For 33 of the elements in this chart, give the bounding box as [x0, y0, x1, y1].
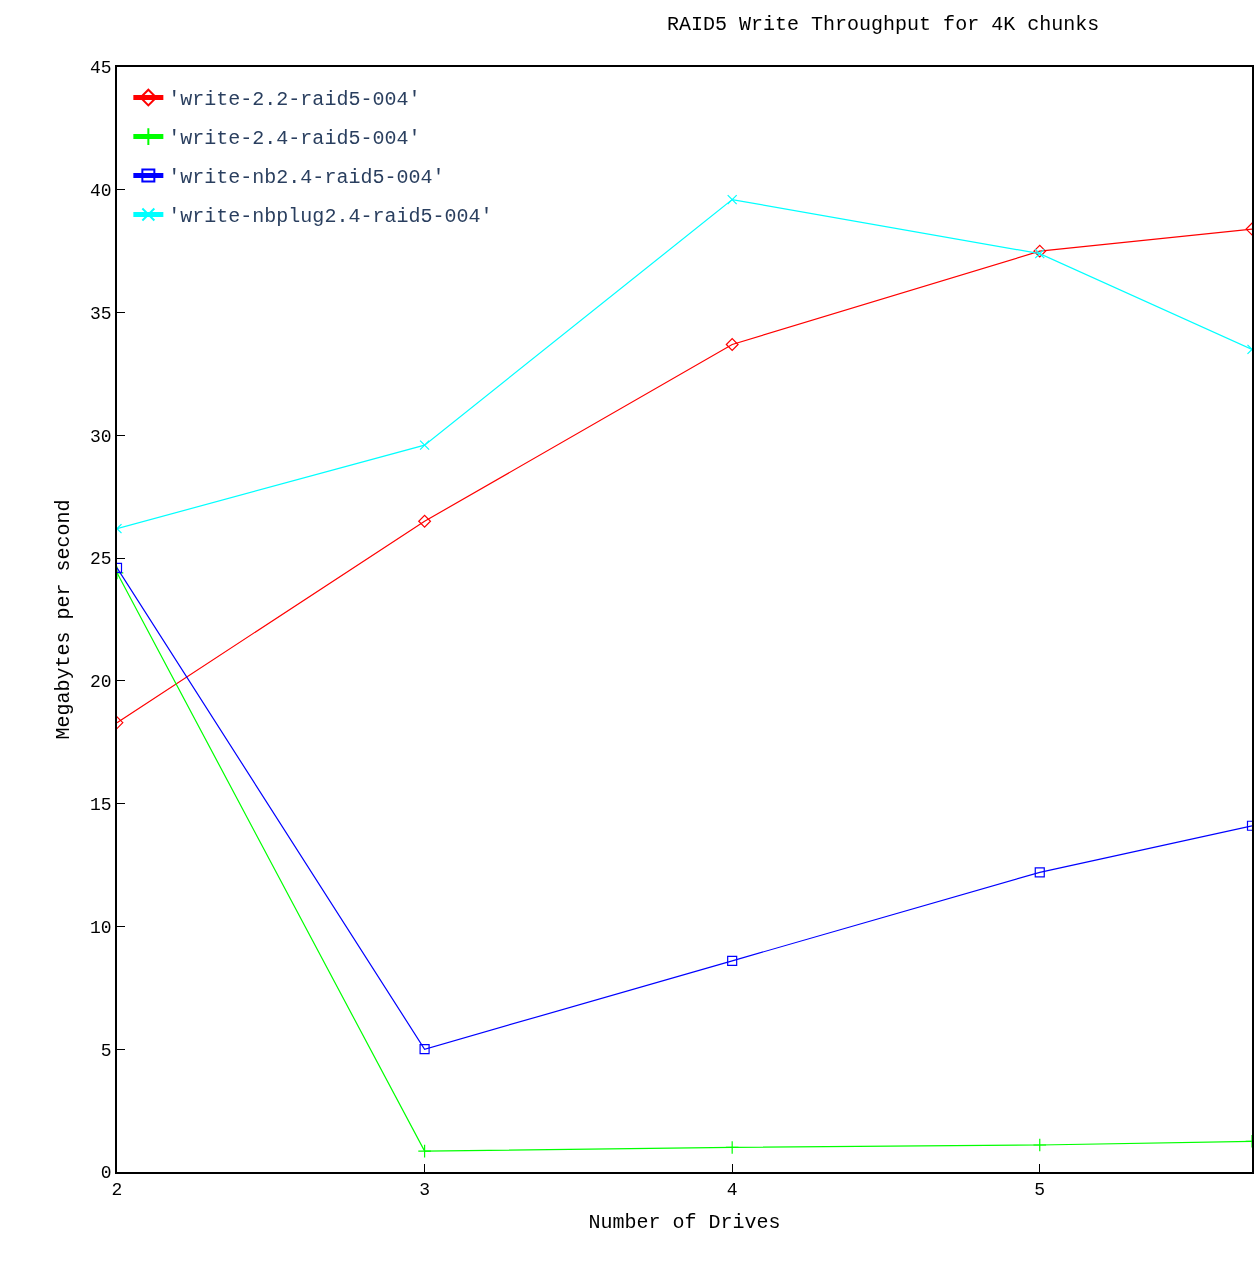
x-tick-label: 5: [1034, 1180, 1046, 1201]
x-tick-label: 4: [726, 1180, 738, 1201]
y-tick-label: 40: [90, 181, 112, 202]
legend-label: 'write-nbplug2.4-raid5-004': [168, 205, 493, 229]
point: [419, 440, 430, 451]
point: [1032, 1138, 1047, 1152]
y-tick-label: 5: [100, 1040, 112, 1061]
y-tick-label: 10: [90, 917, 112, 938]
y-tick-label: 30: [90, 426, 112, 447]
legend-label: 'write-2.2-raid5-004': [168, 88, 421, 112]
point: [1033, 244, 1047, 258]
point: [725, 338, 739, 351]
point: [1034, 248, 1045, 259]
point: [418, 514, 432, 528]
y-tick-label: 20: [90, 672, 112, 693]
y-tick-label: 0: [100, 1163, 112, 1184]
point: [727, 194, 738, 205]
y-tick-label: 45: [90, 58, 112, 79]
point: [417, 1144, 432, 1159]
y-axis-title: Megabytes per second: [52, 499, 76, 740]
point: [1034, 867, 1045, 878]
point: [419, 1044, 430, 1055]
legend-label: 'write-2.4-raid5-004': [168, 127, 421, 151]
y-tick-label: 25: [90, 549, 112, 570]
legend-label: 'write-nb2.4-raid5-004': [168, 166, 445, 190]
point: [725, 1140, 740, 1155]
x-axis-title: Number of Drives: [588, 1211, 781, 1235]
x-tick-label: 3: [419, 1180, 430, 1201]
x-tick-label: 2: [111, 1180, 123, 1201]
y-tick-label: 35: [90, 303, 112, 324]
y-tick-label: 15: [90, 794, 112, 815]
point: [727, 955, 738, 966]
chart-title: RAID5 Write Throughput for 4K chunks: [667, 12, 1100, 36]
